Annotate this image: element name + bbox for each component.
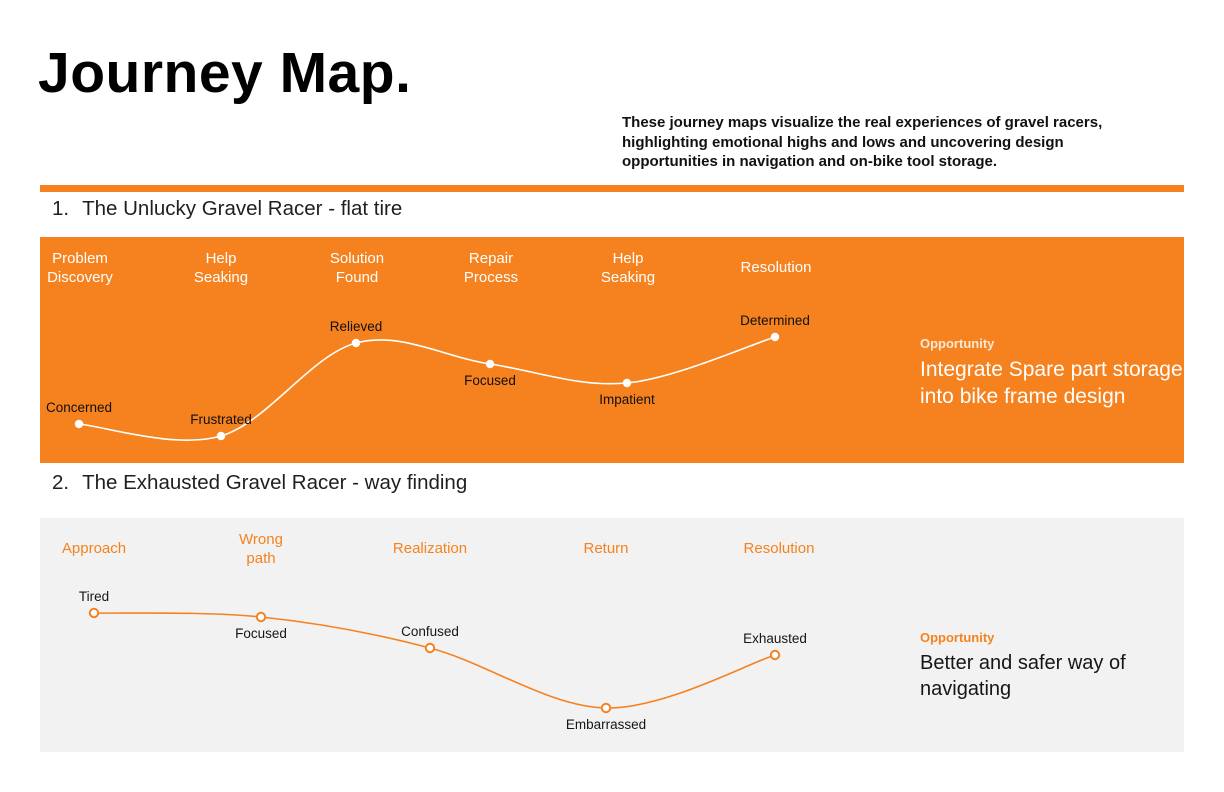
emotion-point-dot [216, 431, 226, 441]
journey-panel-flat-tire: Problem Discovery Help Seaking Solution Found… [40, 237, 1184, 463]
stage-label: Problem Discovery [47, 250, 113, 286]
intro-line: These journey maps visualize the real ex… [622, 114, 1103, 131]
stage-label: Resolution [743, 540, 815, 557]
intro-text: These journey maps visualize the real ex… [622, 113, 1197, 172]
section-1-title: The Unlucky Gravel Racer - flat tire [82, 197, 403, 220]
intro-line: opportunities in navigation and on-bike … [622, 153, 998, 170]
emotion-point-dot [351, 338, 361, 348]
opportunity-text-line: into bike frame design [920, 385, 1126, 408]
opportunity-text: Better and safer way of navigating [920, 650, 1198, 702]
stage-label: Help Seaking [600, 250, 656, 286]
stage-label: Solution Found [329, 250, 385, 286]
orange-divider [40, 185, 1184, 192]
opportunity-text-line: navigating [920, 678, 1012, 700]
opportunity-text-line: Better and safer way of [920, 652, 1126, 674]
opportunity-label: Opportunity [920, 336, 995, 351]
emotion-curve-svg [88, 607, 781, 714]
emotion-point-dot [88, 607, 100, 619]
opportunity-text-line: Integrate Spare part storage [920, 358, 1183, 381]
opportunity-label: Opportunity [920, 630, 995, 645]
emotion-point-dot [255, 611, 267, 623]
intro-line: highlighting emotional highs and lows an… [622, 133, 1064, 151]
stage-row: Problem Discovery Help Seaking Solution Found… [40, 237, 1184, 463]
journey-panel-way-finding: Approach Wrong path Realization Return Resolu… [40, 518, 1184, 752]
emotion-point-dot [485, 359, 495, 369]
stage-label: Realization [392, 540, 468, 557]
opportunity-block: Opportunity Better and safer way of navi… [920, 630, 1198, 702]
stage-label: Repair Process [463, 250, 519, 286]
emotion-point-dot [769, 649, 781, 661]
emotion-point-dot [600, 702, 612, 714]
stage-label: Approach [61, 540, 127, 557]
section-2-title: The Exhausted Gravel Racer - way finding [82, 471, 468, 494]
emotion-point-dot [770, 332, 780, 342]
stage-label: Wrong path [239, 531, 283, 567]
page-title: Journey Map. [38, 41, 412, 105]
section-2-heading: 2. The Exhausted Gravel Racer - way findi… [52, 471, 467, 495]
stage-label: Resolution [740, 259, 812, 276]
stage-row: Approach Wrong path Realization Return Resolu… [40, 518, 1184, 752]
section-2-number: 2. [52, 471, 70, 494]
emotion-point-dot [622, 378, 632, 388]
section-1-number: 1. [52, 197, 70, 220]
stage-label: Return [583, 540, 629, 557]
emotion-point-dot [424, 642, 436, 654]
section-1-heading: 1. The Unlucky Gravel Racer - flat tire [52, 197, 402, 221]
stage-label: Help Seaking [193, 250, 249, 286]
opportunity-text: Integrate Spare part storage into bike f… [920, 356, 1198, 410]
opportunity-block: Opportunity Integrate Spare part storage… [920, 336, 1198, 410]
emotion-curve [78, 336, 776, 441]
emotion-point-dot [74, 419, 84, 429]
emotion-curve-svg [74, 332, 780, 441]
